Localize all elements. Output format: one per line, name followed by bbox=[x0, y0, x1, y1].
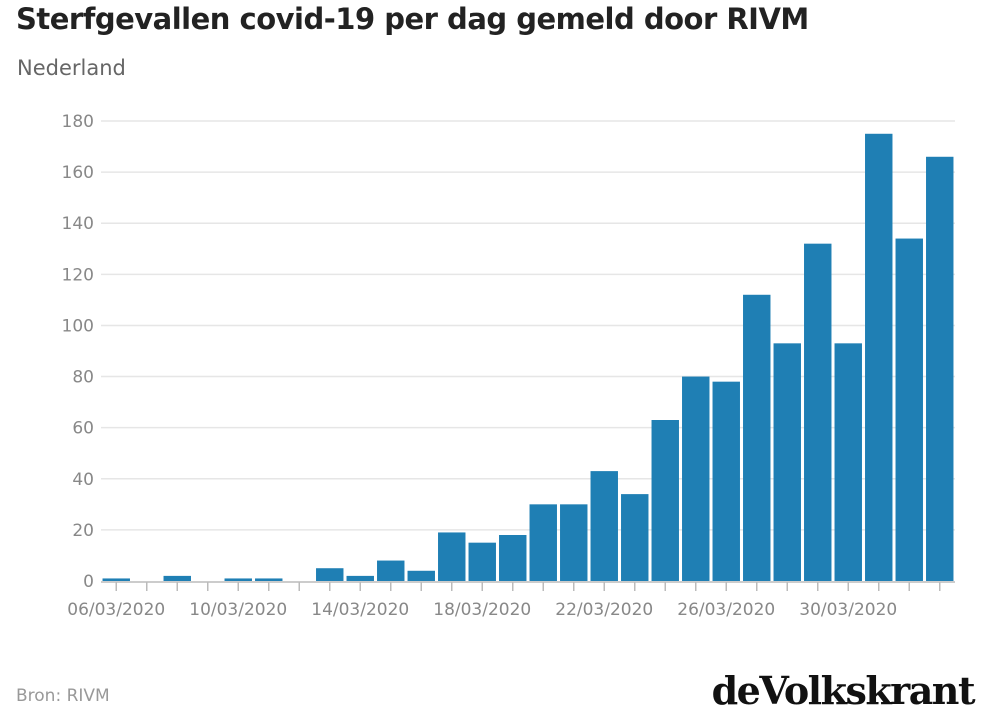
bar[interactable]: 22/03/2020: 43 bbox=[590, 471, 618, 581]
y-tick-label: 60 bbox=[72, 419, 94, 439]
bar[interactable]: 18/03/2020: 15 bbox=[468, 542, 496, 581]
bar[interactable]: 30/03/2020: 93 bbox=[834, 343, 862, 581]
bar[interactable]: 19/03/2020: 18 bbox=[499, 535, 527, 581]
y-tick-label: 40 bbox=[72, 470, 94, 490]
x-tick-label: 30/03/2020 bbox=[799, 600, 897, 620]
bar[interactable]: 20/03/2020: 30 bbox=[529, 504, 557, 581]
chart-subtitle: Nederland bbox=[17, 56, 126, 80]
y-tick-label: 180 bbox=[62, 112, 94, 132]
chart-title: Sterfgevallen covid-19 per dag gemeld do… bbox=[16, 2, 809, 36]
bar[interactable]: 29/03/2020: 132 bbox=[804, 243, 832, 581]
y-tick-label: 160 bbox=[62, 163, 94, 183]
bar[interactable]: 08/03/2020: 2 bbox=[163, 575, 191, 581]
y-tick-label: 140 bbox=[62, 214, 94, 234]
y-axis-ticks: 0 20 40 60 80 100 120 140 160 180 bbox=[62, 112, 94, 592]
bar[interactable]: 02/04/2020: 166 bbox=[926, 156, 954, 581]
bar[interactable]: 15/03/2020: 8 bbox=[377, 560, 405, 581]
y-tick-label: 80 bbox=[72, 368, 94, 388]
x-tick-label: 18/03/2020 bbox=[433, 600, 531, 620]
x-axis: 06/03/2020 10/03/2020 14/03/2020 18/03/2020… bbox=[67, 581, 955, 620]
volkskrant-logo[interactable]: deVolkskrant bbox=[711, 668, 976, 713]
bar[interactable]: 31/03/2020: 175 bbox=[865, 133, 893, 581]
bar[interactable]: 26/03/2020: 78 bbox=[712, 381, 740, 581]
bar[interactable]: 21/03/2020: 30 bbox=[560, 504, 588, 581]
y-tick-label: 120 bbox=[62, 265, 94, 285]
bar[interactable]: 06/03/2020: 1 bbox=[102, 578, 130, 581]
bar[interactable]: 13/03/2020: 5 bbox=[316, 568, 344, 581]
bar[interactable]: 23/03/2020: 34 bbox=[621, 494, 649, 581]
bar[interactable]: 24/03/2020: 63 bbox=[651, 420, 679, 581]
y-tick-label: 20 bbox=[72, 521, 94, 541]
bar[interactable]: 10/03/2020: 1 bbox=[224, 578, 252, 581]
source-note: Bron: RIVM bbox=[16, 686, 110, 706]
bar[interactable]: 11/03/2020: 1 bbox=[255, 578, 283, 581]
bar[interactable]: 17/03/2020: 19 bbox=[438, 532, 466, 581]
x-tick-label: 06/03/2020 bbox=[67, 600, 165, 620]
bar[interactable]: 25/03/2020: 80 bbox=[682, 376, 710, 581]
bars: 06/03/2020: 108/03/2020: 210/03/2020: 11… bbox=[102, 133, 954, 582]
bar[interactable]: 27/03/2020: 112 bbox=[743, 294, 771, 581]
bar[interactable]: 14/03/2020: 2 bbox=[346, 575, 374, 581]
x-tick-label: 14/03/2020 bbox=[311, 600, 409, 620]
x-tick-label: 22/03/2020 bbox=[555, 600, 653, 620]
x-tick-label: 26/03/2020 bbox=[677, 600, 775, 620]
bar[interactable]: 28/03/2020: 93 bbox=[773, 343, 801, 581]
bar[interactable]: 01/04/2020: 134 bbox=[895, 238, 923, 582]
y-tick-label: 0 bbox=[83, 572, 94, 592]
bar[interactable]: 16/03/2020: 4 bbox=[407, 570, 435, 581]
x-tick-label: 10/03/2020 bbox=[189, 600, 287, 620]
y-tick-label: 100 bbox=[62, 316, 94, 336]
